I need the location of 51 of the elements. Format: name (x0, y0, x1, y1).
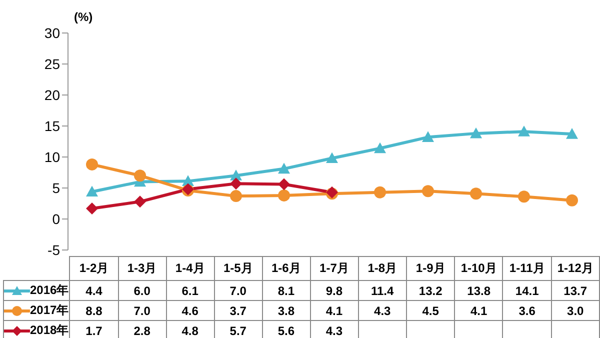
y-tick-label: -5 (48, 242, 60, 258)
x-tick-label: 1-12月 (551, 256, 600, 280)
data-label: 14.1 (502, 280, 552, 300)
data-label: 5.7 (214, 320, 262, 338)
x-tick-label: 1-8月 (358, 256, 406, 280)
data-label: 7.0 (118, 300, 166, 320)
data-label: 11.4 (358, 280, 406, 300)
legend-label: 2016年 (4, 280, 70, 300)
data-label: 4.4 (70, 280, 118, 300)
data-label: 7.0 (214, 280, 262, 300)
data-label: 4.1 (310, 300, 358, 320)
data-label: 3.8 (262, 300, 310, 320)
data-label: 13.8 (454, 280, 503, 300)
y-tick-label: 10 (44, 148, 60, 165)
x-tick-label: 1-3月 (118, 256, 166, 280)
y-tick-label: 25 (44, 56, 60, 72)
data-label: 9.8 (310, 280, 358, 300)
x-tick-label: 1-9月 (406, 256, 455, 280)
data-label: 6.1 (166, 280, 214, 300)
data-label: 3.6 (502, 300, 552, 320)
data-label: 4.8 (166, 320, 214, 338)
data-label: 13.2 (406, 280, 455, 300)
data-label: 4.5 (406, 300, 455, 320)
data-label: 8.1 (262, 280, 310, 300)
y-tick-label: 0 (52, 210, 60, 227)
data-label: 6.0 (118, 280, 166, 300)
data-label: 4.1 (454, 300, 503, 320)
data-label: 8.8 (70, 300, 118, 320)
data-label: 4.3 (358, 300, 406, 320)
data-label: 4.6 (166, 300, 214, 320)
data-label: 5.6 (262, 320, 310, 338)
data-label: 13.7 (551, 280, 600, 300)
data-label: 4.3 (310, 320, 358, 338)
data-label: 3.7 (214, 300, 262, 320)
data-label: 3.0 (551, 300, 600, 320)
y-axis-title: (%) (74, 10, 93, 24)
data-label: 2.8 (118, 320, 166, 338)
x-tick-label: 1-6月 (262, 256, 310, 280)
y-tick-label: 30 (44, 24, 60, 41)
x-tick-label: 1-10月 (454, 256, 503, 280)
y-tick-label: 20 (44, 86, 60, 103)
legend-label: 2017年 (4, 300, 70, 320)
x-tick-label: 1-7月 (310, 256, 358, 280)
legend-label: 2018年 (4, 320, 70, 338)
x-tick-label: 1-11月 (502, 256, 552, 280)
x-tick-label: 1-4月 (166, 256, 214, 280)
y-tick-label: 15 (44, 118, 60, 134)
data-label: 1.7 (70, 320, 118, 338)
x-tick-label: 1-5月 (214, 256, 262, 280)
x-tick-label: 1-2月 (70, 256, 118, 280)
y-tick-label: 5 (52, 180, 60, 196)
